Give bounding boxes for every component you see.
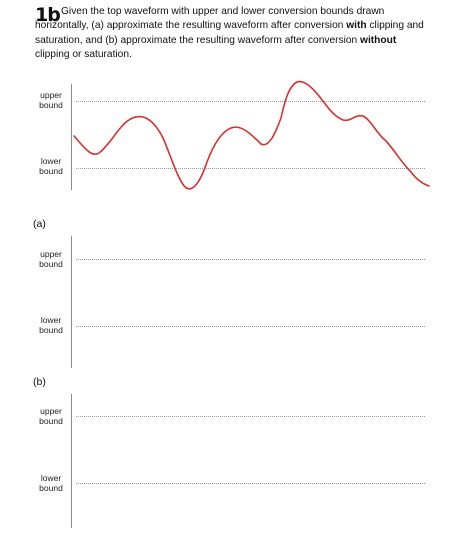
prompt-line-1: Given the top waveform with upper and lo… xyxy=(61,6,385,17)
waveform-curve xyxy=(73,80,430,190)
problem-number: 1b xyxy=(35,4,61,26)
b-lower-bound-line xyxy=(76,483,425,484)
a-lower-bound-line xyxy=(76,326,425,327)
emphasis-without: without xyxy=(360,34,397,46)
top-lower-bound-line xyxy=(76,168,425,169)
part-a-label: (a) xyxy=(33,218,46,230)
top-plot-axis xyxy=(71,84,72,190)
b-lower-bound-label: lower bound xyxy=(39,473,63,493)
a-lower-bound-label: lower bound xyxy=(39,315,63,335)
a-upper-bound-label: upper bound xyxy=(39,249,63,269)
b-upper-bound-line xyxy=(76,416,425,417)
prompt-line-3: saturation, and (b) approximate the resu… xyxy=(35,34,397,46)
given-waveform xyxy=(73,80,430,190)
top-upper-bound-label: upper bound xyxy=(39,90,63,110)
top-lower-bound-label: lower bound xyxy=(39,156,63,176)
prompt-line-4: clipping or saturation. xyxy=(35,48,132,60)
problem-prompt: Given the top waveform with upper and lo… xyxy=(35,5,465,62)
prompt-line-2: horizontally, (a) approximate the result… xyxy=(35,20,424,32)
top-upper-bound-line xyxy=(76,101,425,102)
b-upper-bound-label: upper bound xyxy=(39,406,63,426)
a-upper-bound-line xyxy=(76,259,425,260)
b-plot-axis xyxy=(71,394,72,528)
part-b-label: (b) xyxy=(33,376,46,388)
emphasis-with: with xyxy=(346,20,367,32)
a-plot-axis xyxy=(71,236,72,368)
